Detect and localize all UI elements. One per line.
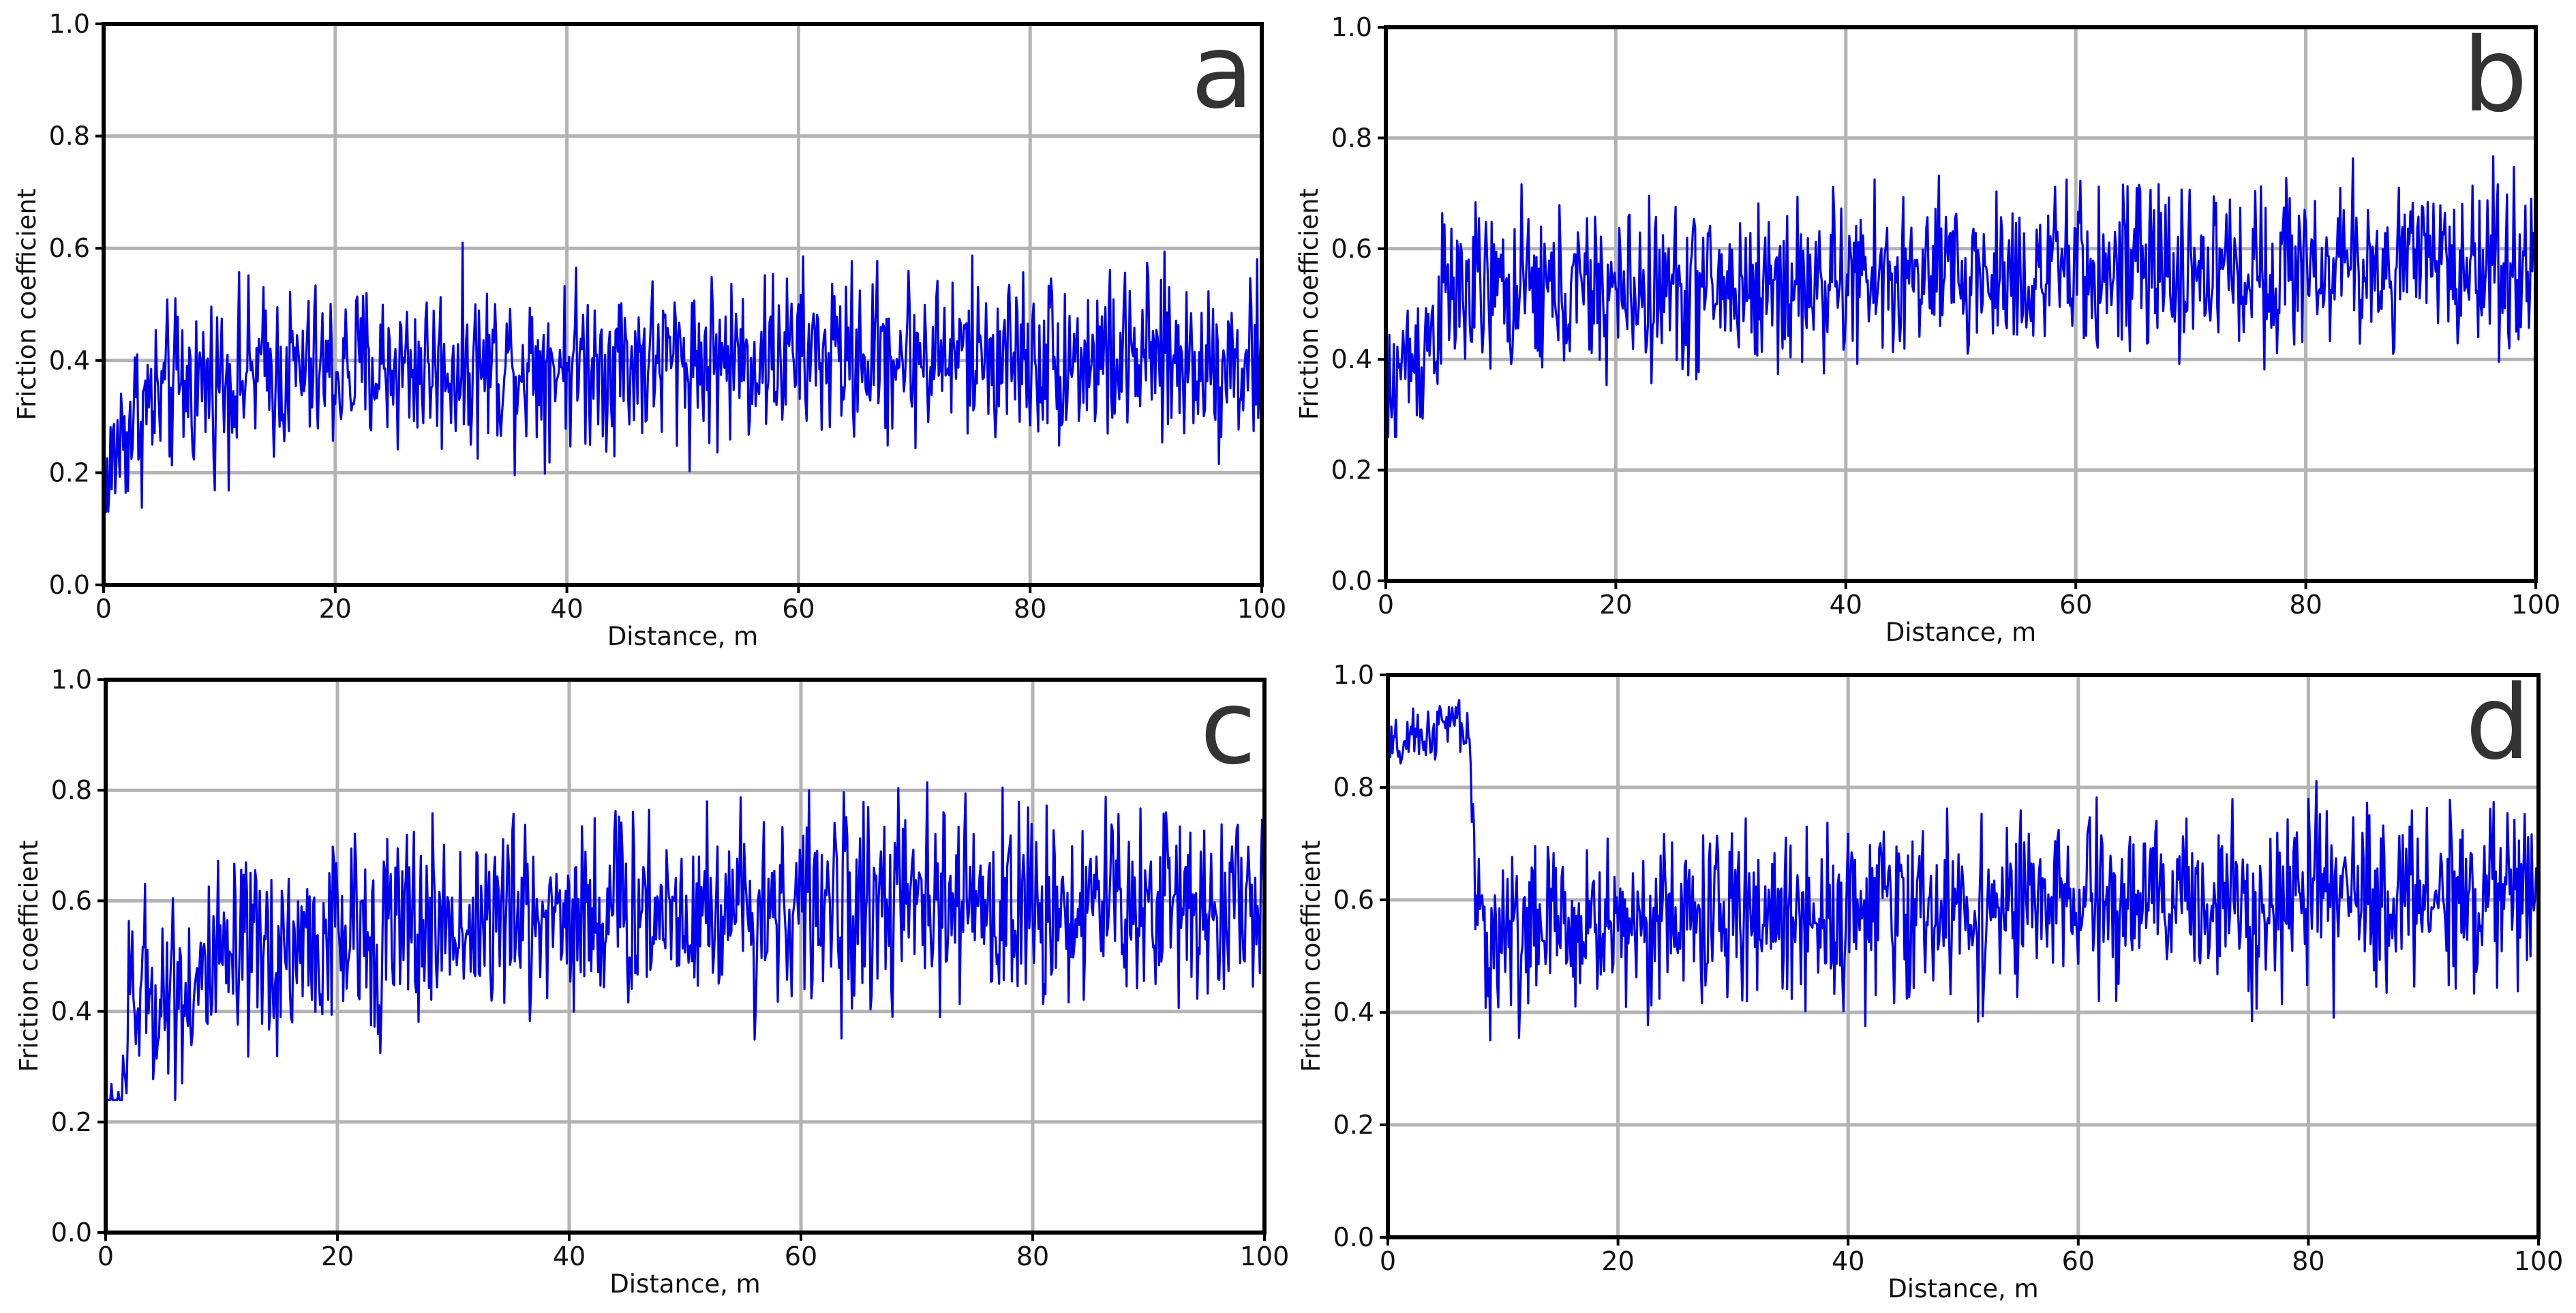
y-tick-label: 1.0 [51, 665, 92, 695]
plot-frame [104, 678, 1267, 1235]
y-tick-label: 0.6 [1331, 234, 1372, 264]
x-tick-label: 0 [1380, 1246, 1396, 1276]
y-axis-label: Friction coefficient [1294, 188, 1324, 420]
x-tick-label: 60 [785, 1241, 817, 1271]
panel-d: 0 20 40 60 80 100 0.0 0.2 0.4 0.6 0.8 1.0 Distance, … [1297, 660, 2563, 1303]
y-tick-label: 0.8 [51, 775, 92, 805]
plot-frame [1386, 673, 2541, 1239]
x-tick-label: 40 [550, 594, 583, 624]
x-tick-label: 40 [1832, 1246, 1864, 1276]
x-axis-label: Distance, m [609, 1269, 760, 1299]
y-tick-label: 0.2 [1333, 1110, 1374, 1140]
y-tick-label: 0.0 [1331, 566, 1372, 596]
x-tick-label: 20 [321, 1241, 354, 1271]
x-tick-label: 40 [553, 1241, 586, 1271]
y-tick-label: 0.4 [1331, 344, 1372, 374]
x-tick-label: 0 [1378, 590, 1394, 620]
x-tick-label: 100 [2511, 590, 2561, 620]
y-tick-label: 1.0 [1333, 660, 1374, 690]
plot-frame [1384, 25, 2538, 583]
x-tick-label: 0 [95, 594, 112, 624]
y-axis-label: Friction coefficient [14, 841, 44, 1072]
y-axis-label: Friction coefficient [1297, 841, 1326, 1072]
y-tick-label: 0.6 [49, 233, 90, 263]
panel-b: 0 20 40 60 80 100 0.0 0.2 0.4 0.6 0.8 1.0 Distance, … [1294, 12, 2560, 647]
x-tick-label: 80 [2289, 590, 2322, 620]
x-tick-label: 80 [1014, 594, 1046, 624]
panel-letter: c [1200, 669, 1256, 787]
x-tick-label: 100 [1237, 594, 1287, 624]
x-tick-label: 80 [1016, 1241, 1049, 1271]
y-tick-label: 0.4 [51, 997, 92, 1027]
y-tick-label: 0.2 [49, 457, 90, 487]
y-axis-label: Friction coefficient [12, 189, 42, 421]
y-tick-label: 0.8 [49, 121, 90, 151]
y-tick-label: 0.2 [1331, 455, 1372, 485]
friction-series-line [102, 241, 1263, 513]
x-tick-label: 60 [2059, 590, 2092, 620]
x-tick-label: 20 [319, 594, 352, 624]
friction-series-line [106, 781, 1266, 1102]
y-tick-label: 1.0 [1331, 12, 1372, 42]
plot-frame [102, 22, 1264, 587]
friction-series-line [1384, 155, 2537, 438]
panel-letter: a [1191, 13, 1254, 132]
x-tick-label: 20 [1601, 1246, 1634, 1276]
y-tick-label: 0.0 [51, 1218, 92, 1248]
panel-c: 0 20 40 60 80 100 0.0 0.2 0.4 0.6 0.8 1.0 Distance, … [14, 665, 1289, 1299]
y-tick-label: 0.4 [1333, 997, 1374, 1027]
y-tick-label: 0.6 [1333, 885, 1374, 915]
y-tick-label: 0.8 [1331, 123, 1372, 153]
friction-series-line [1387, 699, 2540, 1042]
y-tick-label: 0.0 [49, 570, 90, 600]
x-tick-label: 100 [2514, 1246, 2564, 1276]
x-tick-label: 100 [1240, 1241, 1290, 1271]
x-tick-label: 20 [1599, 590, 1632, 620]
x-axis-label: Distance, m [1885, 618, 2036, 647]
y-tick-label: 0.8 [1333, 772, 1374, 802]
panel-letter: d [2466, 664, 2530, 783]
y-tick-label: 0.4 [49, 346, 90, 376]
x-tick-label: 60 [782, 594, 815, 624]
x-tick-label: 60 [2062, 1246, 2095, 1276]
x-axis-label: Distance, m [1888, 1274, 2038, 1303]
y-tick-label: 0.2 [51, 1107, 92, 1137]
y-tick-label: 0.0 [1333, 1222, 1374, 1252]
panel-a: 0 20 40 60 80 100 0.0 0.2 0.4 0.6 0.8 1.0 Distance, … [12, 9, 1286, 651]
x-tick-label: 80 [2292, 1246, 2324, 1276]
y-tick-label: 0.6 [51, 886, 92, 916]
y-tick-label: 1.0 [49, 9, 90, 39]
x-tick-label: 0 [97, 1241, 114, 1271]
x-tick-label: 40 [1830, 590, 1862, 620]
panel-letter: b [2463, 16, 2528, 135]
x-axis-label: Distance, m [607, 622, 758, 651]
